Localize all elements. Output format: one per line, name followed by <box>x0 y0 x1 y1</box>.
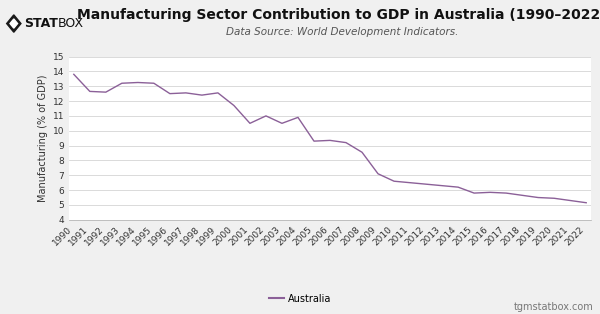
Text: STAT: STAT <box>24 17 58 30</box>
Legend: Australia: Australia <box>265 290 335 308</box>
Text: Data Source: World Development Indicators.: Data Source: World Development Indicator… <box>226 27 458 37</box>
Y-axis label: Manufacturing (% of GDP): Manufacturing (% of GDP) <box>38 74 49 202</box>
Text: Manufacturing Sector Contribution to GDP in Australia (1990–2022): Manufacturing Sector Contribution to GDP… <box>77 8 600 22</box>
Text: BOX: BOX <box>58 17 84 30</box>
Polygon shape <box>10 19 17 28</box>
Polygon shape <box>7 15 21 32</box>
Text: tgmstatbox.com: tgmstatbox.com <box>514 302 594 312</box>
